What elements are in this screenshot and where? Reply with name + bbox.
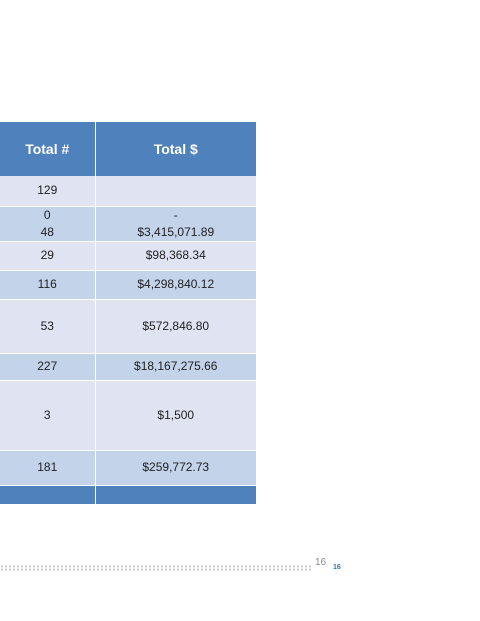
table-footer-row [0, 485, 256, 505]
amount-cell: $259,772.73 [95, 450, 256, 486]
count-cell: 3 [0, 380, 96, 451]
footer-cell [0, 485, 96, 505]
page-number: 16 [315, 557, 327, 568]
table-row: 181 $259,772.73 [0, 450, 256, 486]
amount-line: - [173, 207, 178, 222]
count-cell: 0 48 [0, 206, 96, 242]
table-row: 129 [0, 176, 256, 207]
amount-cell: $18,167,275.66 [95, 353, 256, 381]
table-row: 53 $572,846.80 [0, 299, 256, 354]
table-row: 29 $98,368.34 [0, 241, 256, 271]
page-number-small: 16 [333, 564, 341, 571]
table-header-row: Total # Total $ [0, 122, 256, 176]
amount-cell: $572,846.80 [95, 299, 256, 354]
count-line: 48 [40, 224, 54, 239]
footer-dotted-rule [0, 565, 312, 571]
amount-line: $3,415,071.89 [137, 224, 215, 239]
count-cell: 29 [0, 241, 96, 271]
count-cell: 116 [0, 270, 96, 300]
amount-cell [95, 176, 256, 207]
count-cell: 181 [0, 450, 96, 486]
count-line: 0 [43, 207, 51, 222]
table-row: 3 $1,500 [0, 380, 256, 451]
count-cell: 53 [0, 299, 96, 354]
amount-cell: $98,368.34 [95, 241, 256, 271]
amount-cell: $4,298,840.12 [95, 270, 256, 300]
totals-table: Total # Total $ 129 0 48 - $3,415,071.89 [0, 122, 256, 505]
count-cell: 227 [0, 353, 96, 381]
table-row: 227 $18,167,275.66 [0, 353, 256, 381]
header-total-amount: Total $ [95, 122, 256, 176]
amount-cell: - $3,415,071.89 [95, 206, 256, 242]
count-cell: 129 [0, 176, 96, 207]
header-total-count: Total # [0, 122, 96, 176]
table-row: 0 48 - $3,415,071.89 [0, 206, 256, 242]
data-table-container: Total # Total $ 129 0 48 - $3,415,071.89 [0, 122, 256, 505]
table-row: 116 $4,298,840.12 [0, 270, 256, 300]
amount-cell: $1,500 [95, 380, 256, 451]
footer-cell [95, 485, 256, 505]
